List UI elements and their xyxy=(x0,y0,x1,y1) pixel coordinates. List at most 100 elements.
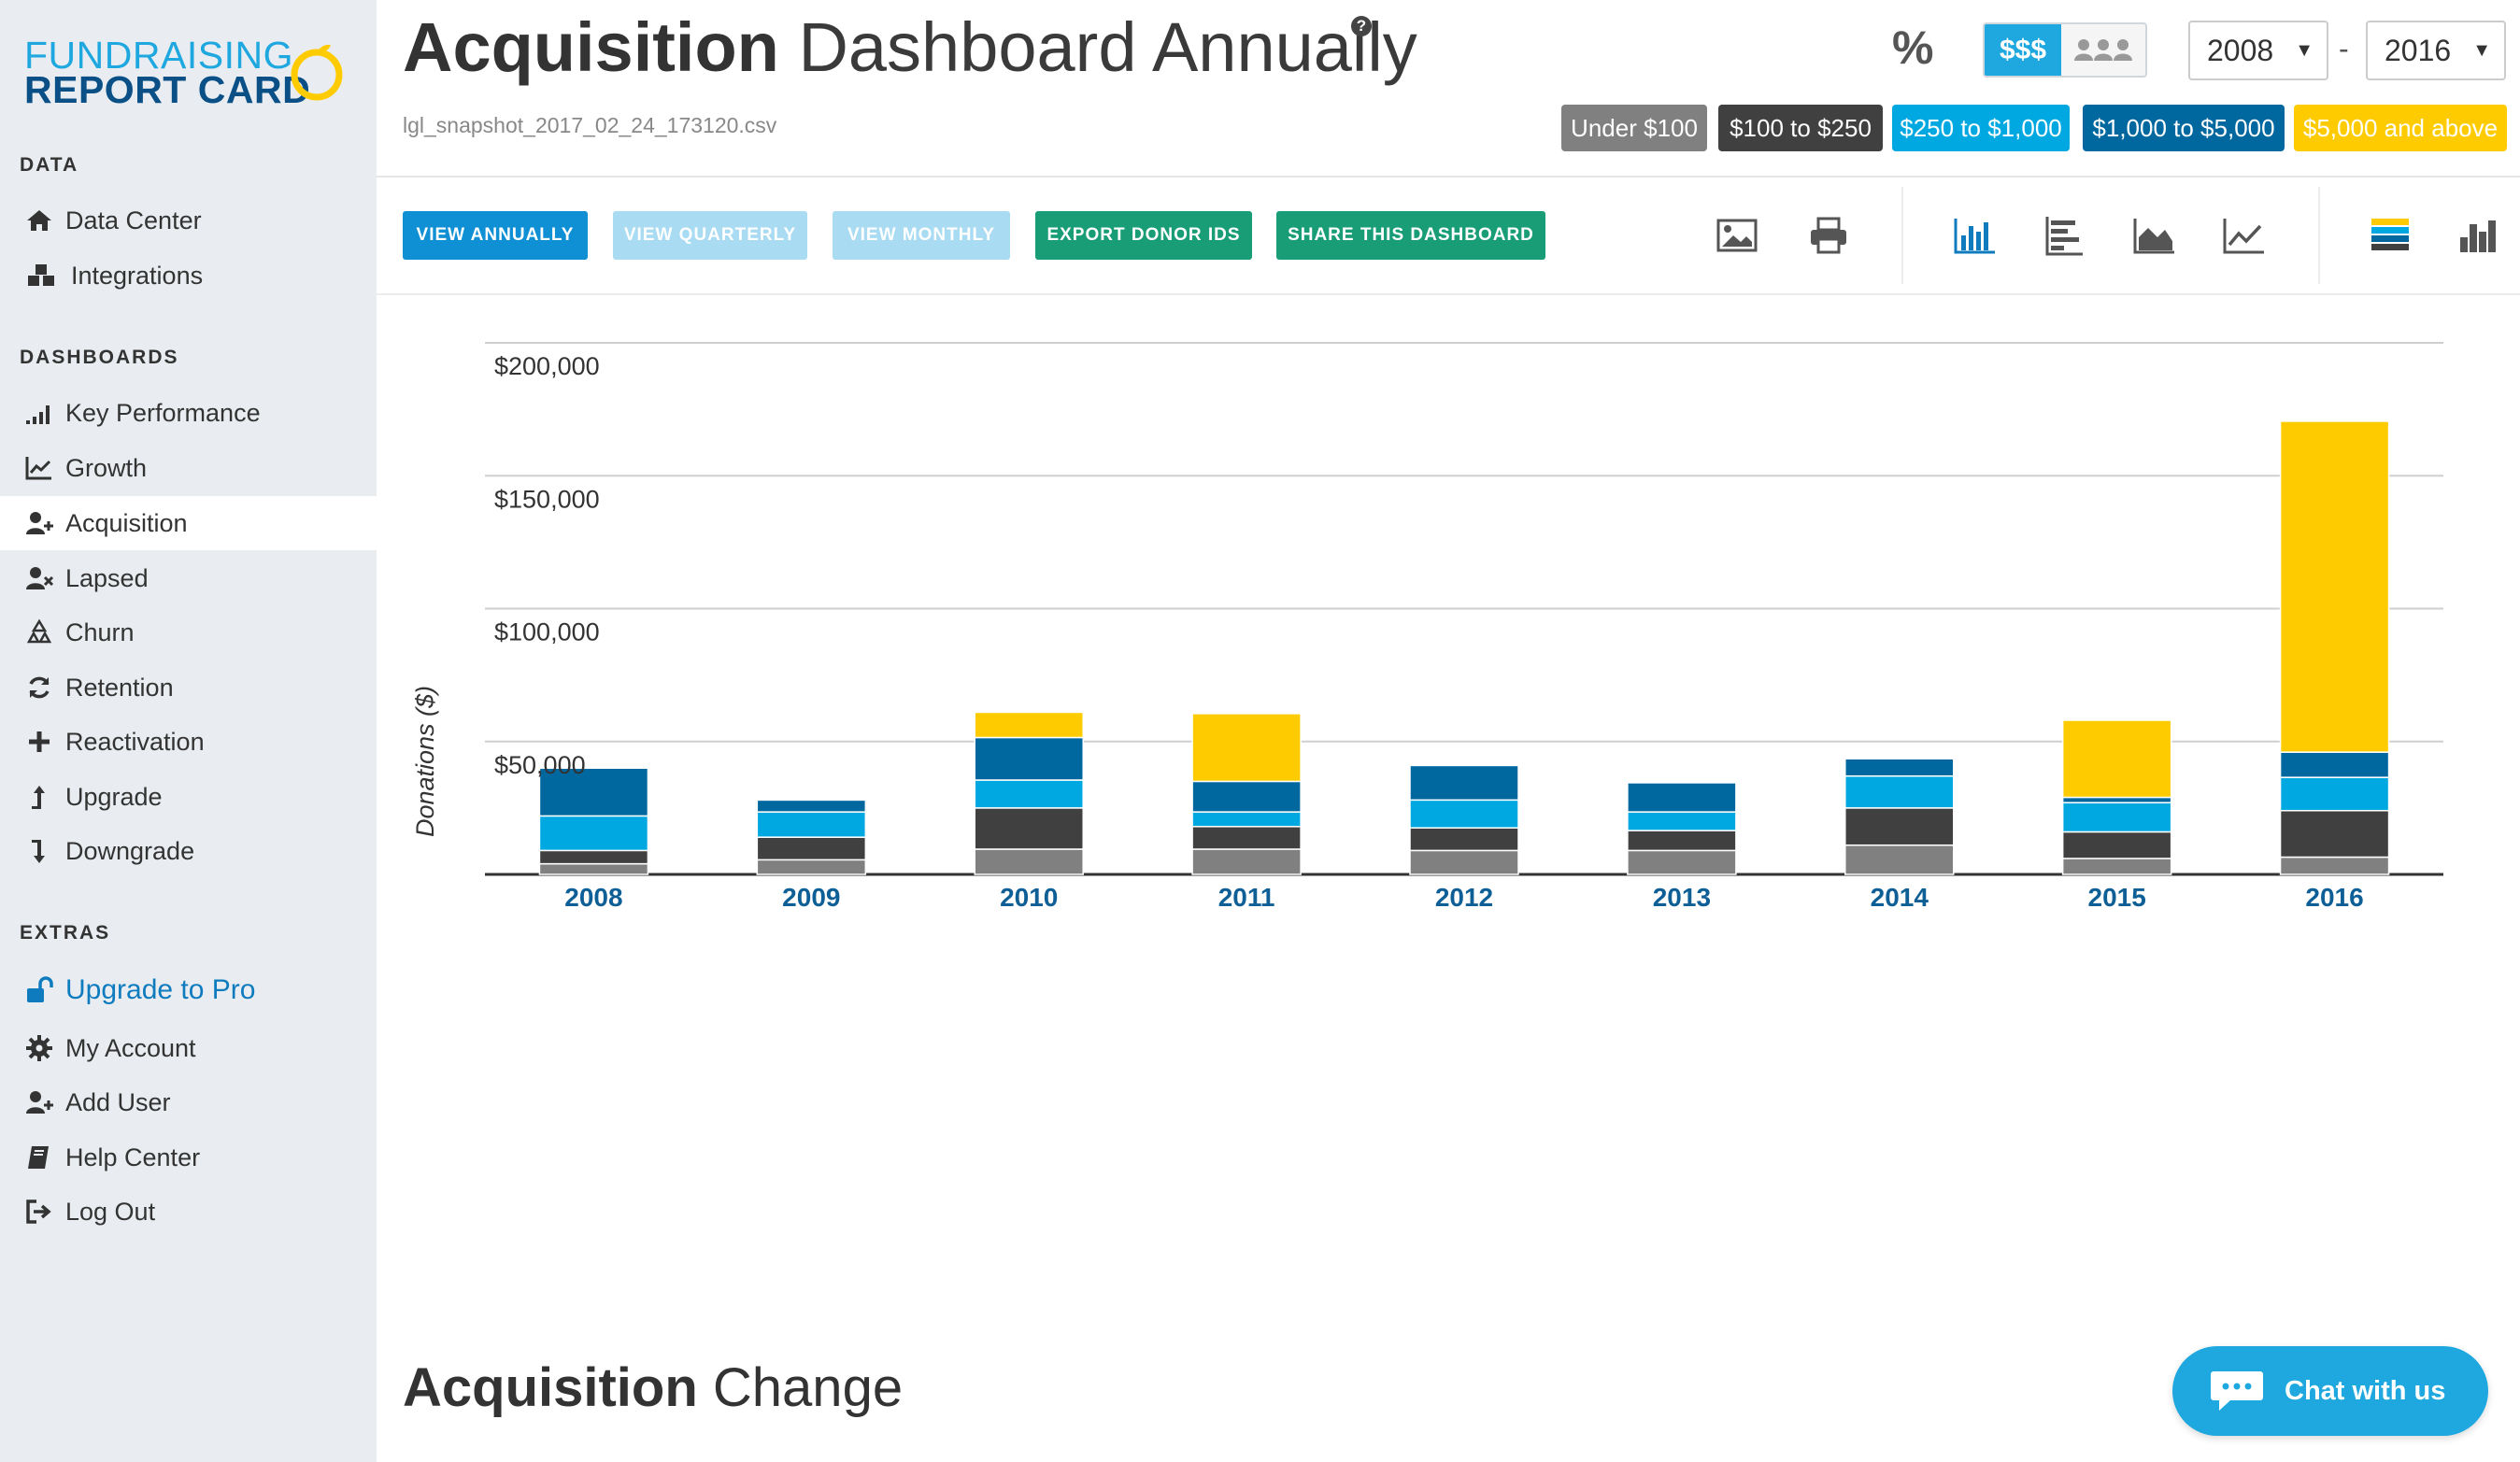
bar-segment[interactable] xyxy=(2061,858,2172,875)
dollars-button[interactable]: $$$ xyxy=(1985,24,2061,76)
bar-segment[interactable] xyxy=(2061,830,2172,859)
bar-segment[interactable] xyxy=(2061,796,2172,803)
sidebar-item-help-center[interactable]: Help Center xyxy=(0,1130,377,1185)
bar-chart-icon[interactable] xyxy=(1952,213,1997,258)
bar-segment[interactable] xyxy=(2279,751,2390,778)
bar-segment[interactable] xyxy=(756,798,867,802)
gear-icon xyxy=(26,1035,52,1061)
users-icon xyxy=(2074,38,2132,61)
image-icon[interactable] xyxy=(1715,213,1759,258)
bar-segment[interactable] xyxy=(1409,827,1519,852)
sidebar-item-label: Retention xyxy=(65,673,174,702)
print-icon[interactable] xyxy=(1806,213,1851,258)
legend-1000-to-5000[interactable]: $1,000 to $5,000 xyxy=(2083,105,2285,151)
bar-segment[interactable] xyxy=(1627,830,1737,852)
sidebar-item-reactivation[interactable]: Reactivation xyxy=(0,715,377,769)
chat-with-us-button[interactable]: Chat with us xyxy=(2172,1346,2488,1436)
bar-segment[interactable] xyxy=(1409,799,1519,829)
bar-segment[interactable] xyxy=(1627,782,1737,813)
bar-segment[interactable] xyxy=(2061,802,2172,833)
sidebar-item-lapsed[interactable]: Lapsed xyxy=(0,551,377,605)
sidebar-item-label: Data Center xyxy=(65,206,202,234)
x-tick-label: 2014 xyxy=(1871,883,1929,912)
bar-segment[interactable] xyxy=(974,736,1084,781)
bar-segment[interactable] xyxy=(1844,758,1955,777)
legend-5000-and-above[interactable]: $5,000 and above xyxy=(2294,105,2507,151)
bar-segment[interactable] xyxy=(538,767,649,817)
stacked-chart-icon[interactable] xyxy=(2368,213,2413,258)
line-chart-icon[interactable] xyxy=(2221,213,2266,258)
bar-segment[interactable] xyxy=(1627,811,1737,831)
area-chart-icon[interactable] xyxy=(2131,213,2176,258)
toolbar-divider xyxy=(2318,187,2320,284)
bar-segment[interactable] xyxy=(2279,856,2390,875)
sidebar-item-integrations[interactable]: Integrations xyxy=(0,248,377,303)
bar-segment[interactable] xyxy=(1844,774,1955,809)
percent-toggle[interactable]: % xyxy=(1892,21,1934,74)
bar-segment[interactable] xyxy=(2279,776,2390,812)
sidebar-item-acquisition[interactable]: Acquisition xyxy=(0,496,377,550)
bar-segment[interactable] xyxy=(1191,848,1302,875)
bar-segment[interactable] xyxy=(1191,826,1302,850)
bar-segment[interactable] xyxy=(1844,844,1955,875)
bar-segment[interactable] xyxy=(2279,809,2390,859)
view-quarterly-button[interactable]: VIEW QUARTERLY xyxy=(613,211,807,260)
sidebar-section-dashboards: DASHBOARDS xyxy=(20,347,179,368)
bar-segment[interactable] xyxy=(1409,763,1519,767)
toolbar-divider xyxy=(1901,187,1903,284)
sidebar-item-growth[interactable]: Growth xyxy=(0,441,377,495)
bar-segment[interactable] xyxy=(538,862,649,875)
metric-toggle: $$$ xyxy=(1983,22,2147,78)
sidebar-item-upgrade-to-pro[interactable]: Upgrade to Pro xyxy=(0,963,377,1017)
bar-segment[interactable] xyxy=(1191,811,1302,828)
bar-segment[interactable] xyxy=(974,711,1084,739)
bar-segment[interactable] xyxy=(756,811,867,838)
year-from-select[interactable]: 2008 ▼ xyxy=(2188,21,2328,80)
grouped-bar-icon[interactable] xyxy=(2456,213,2501,258)
sidebar-item-log-out[interactable]: Log Out xyxy=(0,1185,377,1239)
horizontal-bar-icon[interactable] xyxy=(2042,213,2086,258)
legend-100-to-250[interactable]: $100 to $250 xyxy=(1718,105,1883,151)
bar-segment[interactable] xyxy=(756,799,867,813)
donors-button[interactable] xyxy=(2061,24,2145,76)
section-title: Acquisition Change xyxy=(403,1356,903,1419)
sidebar-item-data-center[interactable]: Data Center xyxy=(0,193,377,248)
bar-segment[interactable] xyxy=(538,849,649,865)
bar-segment[interactable] xyxy=(1844,757,1955,759)
bar-segment[interactable] xyxy=(974,779,1084,809)
logo[interactable]: FUNDRAISING REPORT CARD xyxy=(24,34,361,111)
bar-segment[interactable] xyxy=(1844,807,1955,846)
sidebar-item-key-performance[interactable]: Key Performance xyxy=(0,386,377,440)
bar-segment[interactable] xyxy=(1409,849,1519,875)
sidebar-item-my-account[interactable]: My Account xyxy=(0,1021,377,1075)
sidebar-item-churn[interactable]: Churn xyxy=(0,605,377,660)
bar-segment[interactable] xyxy=(756,859,867,875)
chevron-down-icon: ▼ xyxy=(2472,40,2491,61)
legend-250-to-1000[interactable]: $250 to $1,000 xyxy=(1892,105,2070,151)
sidebar-item-retention[interactable]: Retention xyxy=(0,660,377,715)
x-tick-label: 2016 xyxy=(2305,883,2363,912)
bar-segment[interactable] xyxy=(974,848,1084,875)
sidebar-item-upgrade[interactable]: Upgrade xyxy=(0,770,377,824)
bar-segment[interactable] xyxy=(974,807,1084,850)
bar-segment[interactable] xyxy=(538,766,649,769)
view-monthly-button[interactable]: VIEW MONTHLY xyxy=(833,211,1010,260)
signal-bars-icon xyxy=(26,405,50,424)
sidebar-item-add-user[interactable]: Add User xyxy=(0,1075,377,1129)
bar-segment[interactable] xyxy=(1627,849,1737,875)
sidebar-item-downgrade[interactable]: Downgrade xyxy=(0,824,377,878)
bar-segment[interactable] xyxy=(756,836,867,861)
bar-segment[interactable] xyxy=(2279,420,2390,753)
legend-under-100[interactable]: Under $100 xyxy=(1561,105,1707,151)
year-to-select[interactable]: 2016 ▼ xyxy=(2366,21,2506,80)
export-donor-ids-button[interactable]: EXPORT DONOR IDS xyxy=(1035,211,1252,260)
bar-segment[interactable] xyxy=(1627,780,1737,784)
bar-segment[interactable] xyxy=(538,815,649,852)
bar-segment[interactable] xyxy=(2061,719,2172,799)
bar-segment[interactable] xyxy=(1191,780,1302,813)
view-annually-button[interactable]: VIEW ANNUALLY xyxy=(403,211,588,260)
share-dashboard-button[interactable]: SHARE THIS DASHBOARD xyxy=(1276,211,1545,260)
bar-segment[interactable] xyxy=(1191,713,1302,783)
bar-segment[interactable] xyxy=(1409,764,1519,802)
help-icon[interactable]: ? xyxy=(1351,16,1372,36)
